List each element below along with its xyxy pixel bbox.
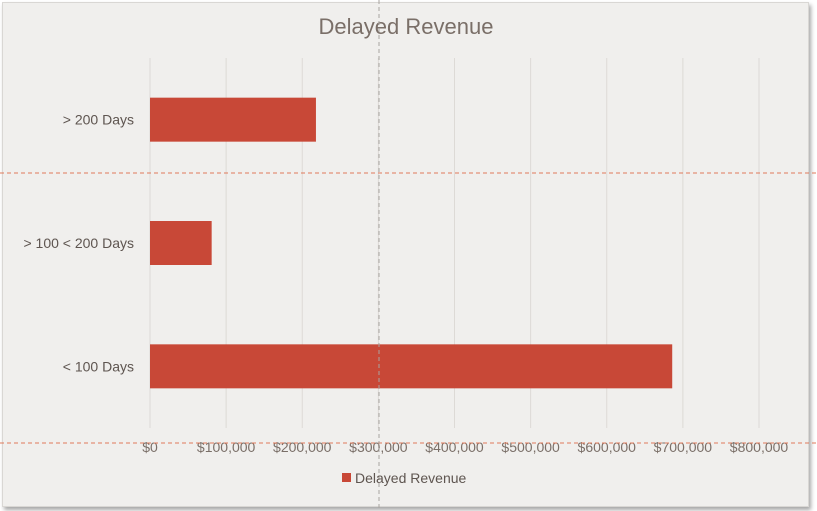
x-tick-labels: $0 $100,000 $200,000 $300,000 $400,000 $500,0… — [142, 439, 788, 455]
x-tick-label: $200,000 — [273, 439, 332, 455]
legend-swatch — [342, 473, 351, 482]
bar — [150, 97, 316, 142]
x-tick-label: $100,000 — [197, 439, 256, 455]
bar — [150, 344, 673, 389]
chart-frame — [2, 2, 809, 507]
category-label: > 100 < 200 Days — [23, 235, 134, 251]
bar — [150, 221, 212, 265]
chart-title: Delayed Revenue — [319, 14, 494, 39]
x-tick-label: $600,000 — [578, 439, 637, 455]
category-label: > 200 Days — [63, 112, 134, 128]
legend: Delayed Revenue — [342, 470, 467, 486]
legend-label: Delayed Revenue — [355, 470, 467, 486]
x-tick-label: $500,000 — [501, 439, 560, 455]
category-labels: > 200 Days > 100 < 200 Days < 100 Days — [23, 112, 134, 375]
x-tick-label: $800,000 — [730, 439, 789, 455]
x-tick-label: $0 — [142, 439, 158, 455]
bars — [150, 97, 673, 389]
category-label: < 100 Days — [63, 358, 134, 374]
x-tick-label: $400,000 — [425, 439, 484, 455]
x-tick-label: $300,000 — [349, 439, 408, 455]
x-tick-label: $700,000 — [654, 439, 713, 455]
